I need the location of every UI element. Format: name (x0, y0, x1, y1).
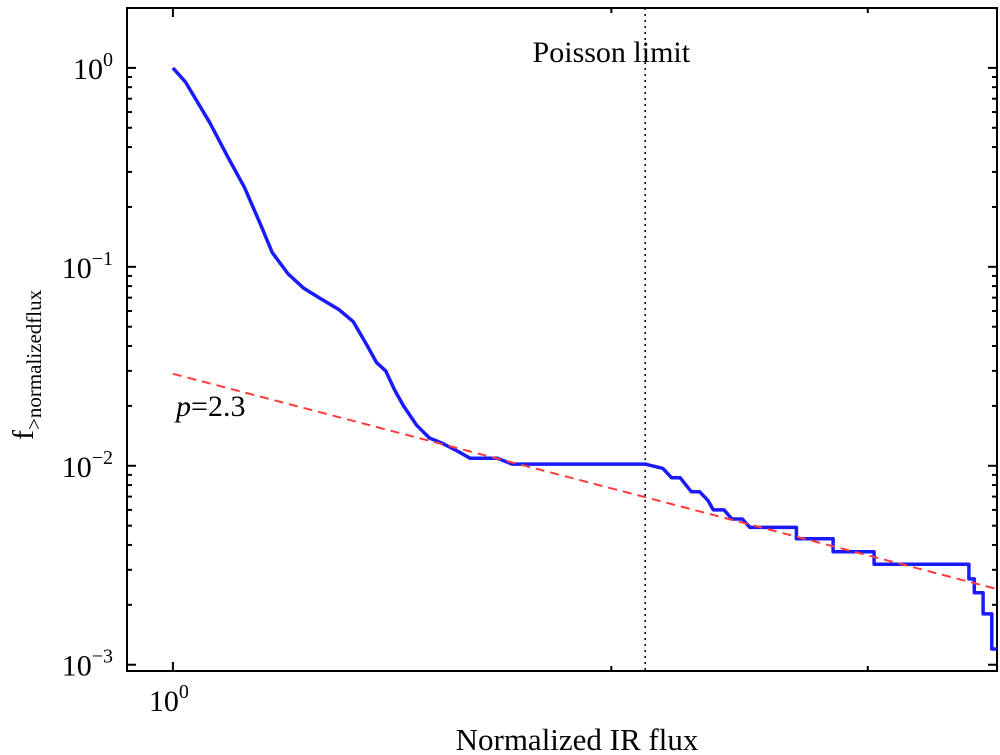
y-tick-label: 10−2 (62, 447, 113, 484)
y-tick-label-base: 10 (62, 451, 92, 484)
y-tick-label-base: 10 (62, 252, 92, 285)
power-law-fit-line (172, 372, 998, 591)
annotation-text: =2.3 (191, 390, 245, 423)
y-tick-label-base: 10 (62, 650, 92, 683)
y-tick-label-base: 10 (73, 53, 103, 86)
y-tick-label-exponent: 0 (103, 49, 113, 71)
y-axis-label-subscript: >normalizedflux (22, 289, 46, 430)
y-tick-label-exponent: −2 (92, 447, 113, 469)
y-tick-label-exponent: −3 (92, 646, 113, 668)
y-axis-label: f>normalizedflux (7, 289, 46, 440)
plot-frame (126, 7, 998, 672)
cumulative-fraction-line (171, 66, 997, 651)
y-tick-label: 10−1 (62, 248, 113, 285)
x-tick-label-base: 10 (149, 685, 179, 718)
y-axis-label-base: f (7, 430, 40, 440)
slope-symbol: p (174, 390, 191, 423)
y-tick-label: 10−3 (62, 646, 113, 683)
series-lines (171, 66, 998, 651)
x-tick-label-exponent: 0 (179, 681, 189, 703)
x-axis-label: Normalized IR flux (456, 722, 699, 755)
y-tick-label-exponent: −1 (92, 248, 113, 270)
annotation-text: Poisson limit (533, 36, 691, 69)
axis-ticks (127, 7, 997, 671)
poisson-limit-label: Poisson limit (533, 36, 691, 69)
x-tick-label: 100 (149, 681, 189, 718)
y-tick-label: 100 (73, 49, 113, 86)
annotations: Poisson limit p=2.3 (174, 36, 691, 423)
slope-annotation: p=2.3 (174, 390, 245, 423)
